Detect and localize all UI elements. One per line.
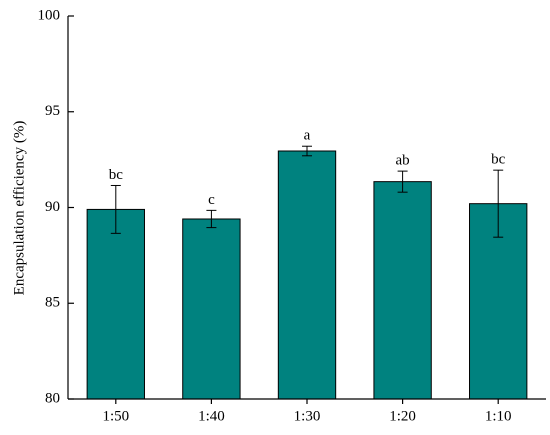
bar <box>373 181 432 400</box>
y-tick-label: 80 <box>45 390 60 406</box>
x-tick-label: 1:50 <box>102 408 129 424</box>
error-bar <box>493 169 504 238</box>
error-bar <box>302 145 312 157</box>
x-tick-label: 1:20 <box>389 408 416 424</box>
error-bar <box>397 170 408 193</box>
x-tick-label: 1:40 <box>198 408 225 424</box>
y-tick-label: 100 <box>38 7 61 23</box>
significance-letter: bc <box>109 167 124 183</box>
x-tick-label: 1:30 <box>294 408 321 424</box>
y-axis-label: Encapsulation efficiency (%) <box>11 121 27 296</box>
error-bar <box>110 184 121 234</box>
x-tick-label: 1:10 <box>485 408 512 424</box>
significance-letter: ab <box>396 153 410 169</box>
y-tick-label: 85 <box>45 295 60 311</box>
significance-letter: bc <box>491 152 506 168</box>
y-tick-label: 90 <box>45 199 60 215</box>
significance-letter: a <box>304 128 311 144</box>
significance-letter: c <box>208 192 215 208</box>
bar <box>277 150 337 400</box>
error-bar <box>206 209 217 229</box>
y-tick-label: 95 <box>45 103 60 119</box>
bar <box>182 218 241 400</box>
bar <box>86 208 145 400</box>
